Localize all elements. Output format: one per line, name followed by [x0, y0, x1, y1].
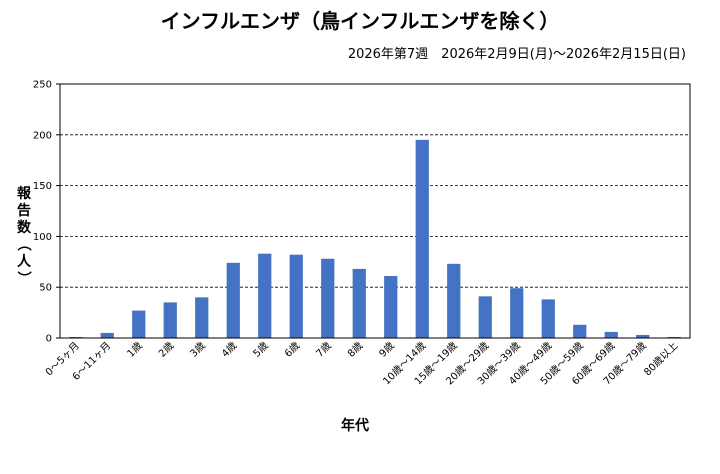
- bar: [289, 254, 303, 338]
- bar: [100, 332, 114, 338]
- bar: [573, 324, 587, 338]
- x-tick-label: 5歳: [251, 340, 271, 360]
- y-tick-label: 150: [33, 181, 52, 192]
- y-axis-label-char: 報: [17, 185, 32, 202]
- bar: [226, 262, 240, 338]
- y-axis-label-char: 人: [17, 253, 32, 270]
- y-tick-label: 50: [39, 283, 52, 294]
- bar: [447, 263, 461, 338]
- y-axis-label-char: （: [15, 237, 31, 251]
- bars: [69, 139, 681, 338]
- bar: [510, 288, 524, 338]
- bar: [541, 299, 555, 338]
- y-axis-label-char: 数: [17, 219, 32, 236]
- y-tick-label: 200: [33, 130, 52, 141]
- bar: [384, 276, 398, 338]
- bar: [636, 334, 650, 338]
- axes: [56, 83, 691, 339]
- x-tick-label: 4歳: [219, 340, 239, 360]
- x-tick-label: 8歳: [345, 340, 365, 360]
- bar: [415, 139, 429, 338]
- x-tick-label: 9歳: [377, 340, 397, 360]
- chart-subtitle: 2026年第7週 2026年2月9日(月)～2026年2月15日(日): [348, 47, 686, 62]
- chart-title: インフルエンザ（鳥インフルエンザを除く）: [161, 9, 560, 33]
- y-axis-label: 報告数（ 人）: [15, 185, 32, 285]
- bar: [321, 258, 335, 338]
- x-tick-label: 7歳: [314, 340, 334, 360]
- bar: [69, 336, 83, 338]
- y-tick-label: 100: [33, 232, 52, 243]
- bar: [478, 296, 492, 338]
- y-tick-labels: 0 50 100 150 200 250: [33, 80, 52, 345]
- bar: [163, 302, 177, 338]
- y-tick-label: 250: [33, 80, 52, 91]
- gridlines: [60, 134, 690, 288]
- bar: [352, 268, 366, 338]
- bar: [195, 297, 209, 338]
- plot-area-border: [59, 83, 691, 339]
- x-tick-label: 3歳: [188, 340, 208, 360]
- x-axis-label: 年代: [341, 417, 369, 434]
- x-tick-label: 2歳: [156, 340, 176, 360]
- x-tick-label: 80歳以上: [642, 340, 681, 379]
- bar: [258, 253, 272, 338]
- y-axis-label-char: ）: [15, 271, 31, 285]
- bar: [667, 336, 681, 338]
- bar: [132, 310, 146, 338]
- y-axis-label-char: 告: [17, 202, 31, 219]
- y-tick-label: 0: [46, 334, 52, 345]
- x-tick-label: 1歳: [125, 340, 145, 360]
- x-tick-label: 6歳: [282, 340, 302, 360]
- bar: [604, 331, 618, 338]
